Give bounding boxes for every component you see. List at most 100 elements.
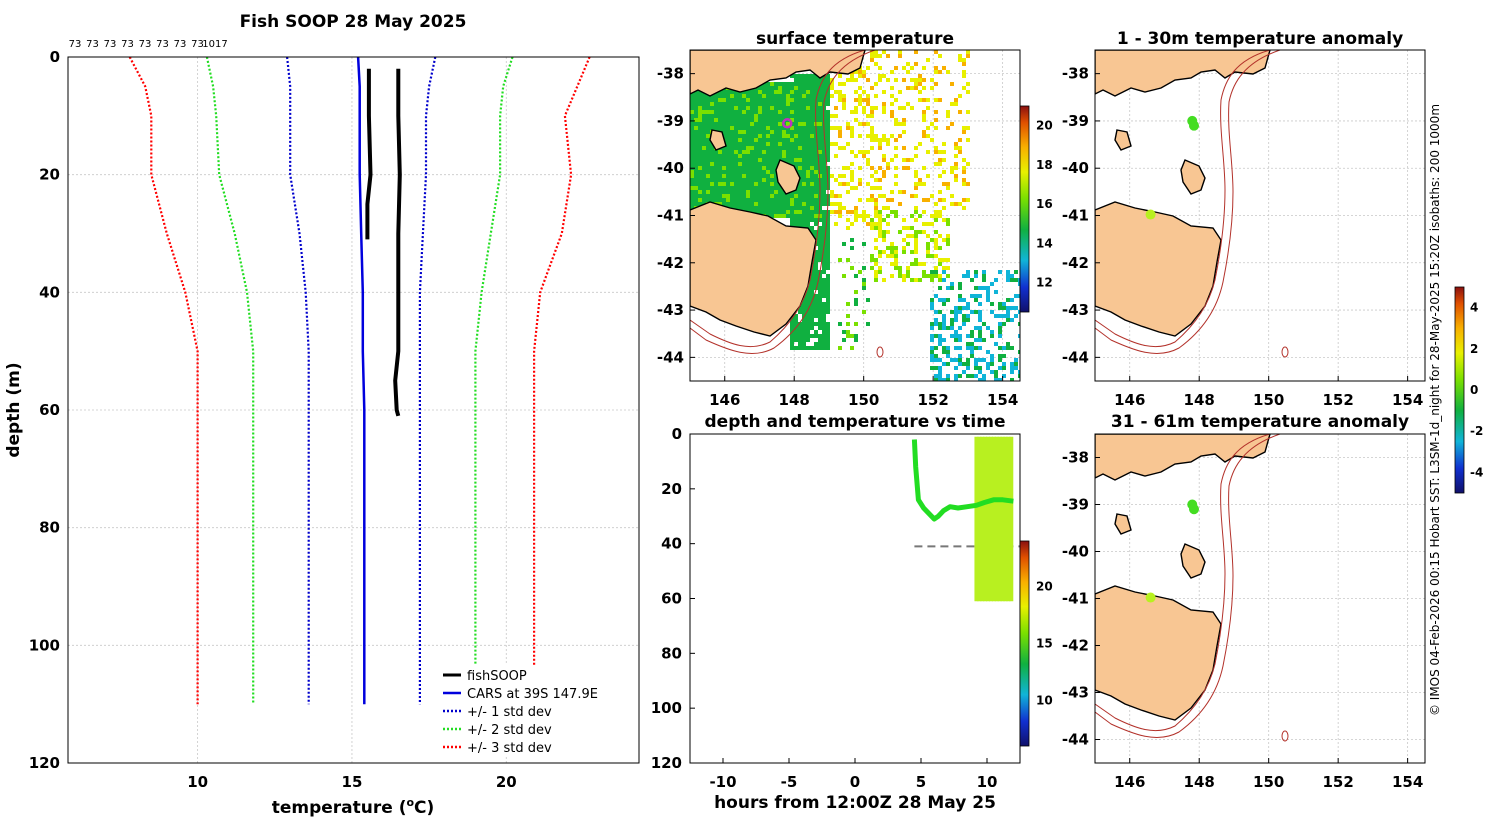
time-xtick: 10 xyxy=(977,773,998,791)
mainland-land xyxy=(1095,50,1271,97)
sst-colorbar-tick: 16 xyxy=(1036,197,1053,211)
map-ytick: -39 xyxy=(1062,112,1089,130)
anomaly-shallow-points xyxy=(1145,115,1199,220)
map-xtick: 152 xyxy=(1323,391,1354,409)
map-ytick: -43 xyxy=(657,301,684,319)
profile-xlabel: temperature (oC) xyxy=(272,796,435,818)
time-colorbar-tick: 10 xyxy=(1036,693,1053,707)
profile-top-label: 1017 xyxy=(202,39,227,50)
map-xtick: 150 xyxy=(1253,773,1284,791)
map-ytick: -43 xyxy=(1062,301,1089,319)
map-ytick: -39 xyxy=(657,112,684,130)
sst-ticks: 146 148 150 152 154 -38 -39 -40 -41 -42 -43 -44 xyxy=(657,65,1018,409)
flinders-island xyxy=(775,159,801,195)
map-ytick: -44 xyxy=(1062,731,1089,749)
profile-line-2-right xyxy=(418,57,437,705)
anomaly-deep-points xyxy=(1145,499,1199,603)
map-ytick: -40 xyxy=(1062,543,1089,561)
time-ytick: 120 xyxy=(651,754,682,772)
anomaly-deep-title: 31 - 61m temperature anomaly xyxy=(1111,412,1409,432)
time-xlabel: hours from 12:00Z 28 May 25 xyxy=(714,793,996,813)
map-ytick: -40 xyxy=(1062,159,1089,177)
anomaly-colorbar-tick: 4 xyxy=(1470,301,1478,315)
profile-series xyxy=(128,57,591,705)
profile-xtick: 20 xyxy=(496,773,517,791)
anomaly-point xyxy=(1145,592,1156,603)
time-ytick: 40 xyxy=(661,535,682,553)
time-xtick: 5 xyxy=(916,773,926,791)
anomaly-colorbar-ticks: -4 -2 0 2 4 xyxy=(1470,301,1483,480)
map-ytick: -38 xyxy=(1062,65,1089,83)
time-colorbar-tick: 20 xyxy=(1036,580,1053,594)
sst-colorbar-tick: 18 xyxy=(1036,158,1053,172)
anomaly-colorbar-tick: -2 xyxy=(1470,424,1483,438)
sst-coast xyxy=(690,50,866,337)
legend-entry: CARS at 39S 147.9E xyxy=(467,687,598,702)
time-ytick: 0 xyxy=(672,425,682,443)
profile-top-label: 73 xyxy=(174,39,187,50)
map-ytick: -41 xyxy=(1062,590,1089,608)
time-ytick: 20 xyxy=(661,480,682,498)
profile-line-2-left xyxy=(286,57,310,705)
ship-position-marker xyxy=(782,118,793,129)
time-title: depth and temperature vs time xyxy=(705,412,1006,432)
profile-top-label: 73 xyxy=(69,39,82,50)
time-ytick: 80 xyxy=(661,644,682,662)
anomaly-colorbar-tick: -4 xyxy=(1470,465,1483,479)
map-ytick: -41 xyxy=(1062,207,1089,225)
profile-grid xyxy=(68,57,639,763)
map-ytick: -38 xyxy=(657,65,684,83)
profile-top-label: 73 xyxy=(86,39,99,50)
map-ytick: -42 xyxy=(657,254,684,272)
anomaly-shallow-title: 1 - 30m temperature anomaly xyxy=(1117,29,1403,49)
profile-line-4 xyxy=(393,68,402,417)
profile-legend: fishSOOP CARS at 39S 147.9E +/- 1 std dev +… xyxy=(435,665,615,756)
sst-colorbar-ticks: 12 14 16 18 20 xyxy=(1036,119,1053,290)
time-xtick: -10 xyxy=(709,773,736,791)
side-credit-text: © IMOS 04-Feb-2026 00:15 Hobart SST: L3S… xyxy=(1428,104,1442,716)
sst-colorbar xyxy=(1019,105,1030,313)
map-ytick: -39 xyxy=(1062,496,1089,514)
profile-top-label: 73 xyxy=(156,39,169,50)
profile-ytick: 20 xyxy=(39,166,60,184)
map-ytick: -40 xyxy=(657,159,684,177)
map-xtick: 148 xyxy=(779,391,810,409)
profile-top-label: 73 xyxy=(139,39,152,50)
map-xtick: 150 xyxy=(848,391,879,409)
sst-title: surface temperature xyxy=(756,29,954,49)
sst-pixels xyxy=(690,50,1020,381)
tasmania-land xyxy=(1095,585,1222,721)
sst-colorbar-tick: 12 xyxy=(1036,276,1053,290)
profile-frame xyxy=(67,56,640,764)
map-ytick: -44 xyxy=(1062,348,1089,366)
map-xtick: 146 xyxy=(1114,391,1145,409)
map-xtick: 152 xyxy=(918,391,949,409)
map-ytick: -42 xyxy=(1062,254,1089,272)
time-colorbar-tick: 15 xyxy=(1036,637,1053,651)
time-xtick: 0 xyxy=(850,773,860,791)
profile-ylabel: depth (m) xyxy=(4,362,24,457)
sst-colorbar-tick: 14 xyxy=(1036,236,1053,250)
time-colorbar xyxy=(1019,540,1030,747)
map-xtick: 152 xyxy=(1323,773,1354,791)
time-ytick: 100 xyxy=(651,699,682,717)
map-xtick: 146 xyxy=(709,391,740,409)
sst-isobaths xyxy=(690,50,884,358)
flinders-island xyxy=(1180,159,1206,195)
profile-line-1-left xyxy=(205,57,255,705)
map-xtick: 148 xyxy=(1184,391,1215,409)
profile-line-1-right xyxy=(474,57,514,705)
anomaly-point xyxy=(1189,504,1199,515)
time-ytick: 60 xyxy=(661,590,682,608)
profile-top-label: 73 xyxy=(191,39,204,50)
anomaly-point xyxy=(1189,120,1199,131)
profile-ytick: 0 xyxy=(50,48,60,66)
profile-xtick: 10 xyxy=(187,773,208,791)
map-xtick: 146 xyxy=(1114,773,1145,791)
anomaly-map-shallow: 1 - 30m temperature anomaly 146 148 150 152… xyxy=(1062,29,1426,409)
map-xtick: 150 xyxy=(1253,391,1284,409)
time-frame xyxy=(689,433,1021,764)
legend-entry: +/- 1 std dev xyxy=(467,705,552,720)
